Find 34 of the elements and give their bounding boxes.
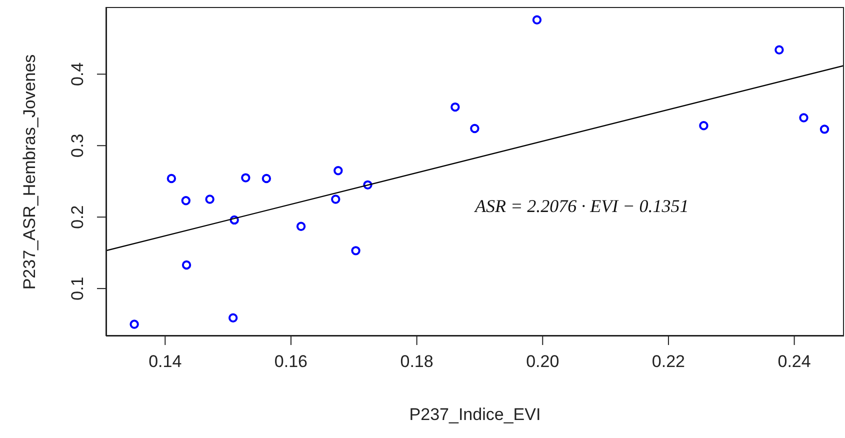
y-axis-title: P237_ASR_Hembras_Jovenes bbox=[20, 54, 40, 290]
x-tick-label: 0.22 bbox=[652, 352, 686, 372]
x-tick-label: 0.16 bbox=[274, 352, 308, 372]
point bbox=[799, 113, 808, 122]
point bbox=[699, 121, 708, 130]
point bbox=[351, 246, 360, 256]
point bbox=[166, 174, 176, 184]
point bbox=[181, 196, 191, 206]
point bbox=[241, 173, 250, 182]
point bbox=[820, 124, 830, 134]
point bbox=[450, 102, 460, 112]
x-axis-title: P237_Indice_EVI bbox=[409, 405, 541, 424]
point bbox=[363, 180, 372, 190]
point bbox=[296, 222, 306, 231]
x-tick-label: 0.14 bbox=[148, 352, 182, 372]
point bbox=[228, 313, 238, 322]
point bbox=[331, 194, 340, 204]
y-tick-label: 0.1 bbox=[68, 276, 87, 300]
x-tick-label: 0.20 bbox=[526, 352, 560, 372]
point bbox=[205, 194, 214, 204]
y-tick-label: 0.2 bbox=[68, 205, 87, 229]
point bbox=[262, 174, 272, 184]
point bbox=[130, 320, 139, 329]
point bbox=[774, 45, 784, 54]
x-tick-label: 0.18 bbox=[400, 352, 434, 372]
point bbox=[532, 15, 542, 24]
y-tick-label: 0.4 bbox=[68, 62, 87, 86]
annotation: ASR = 2.2076 · EVI − 0.1351 bbox=[475, 196, 689, 217]
point bbox=[470, 124, 480, 134]
x-tick-label: 0.24 bbox=[778, 352, 811, 372]
point bbox=[334, 166, 343, 176]
point bbox=[182, 260, 192, 270]
point bbox=[230, 215, 239, 225]
y-tick-label: 0.3 bbox=[68, 134, 87, 158]
